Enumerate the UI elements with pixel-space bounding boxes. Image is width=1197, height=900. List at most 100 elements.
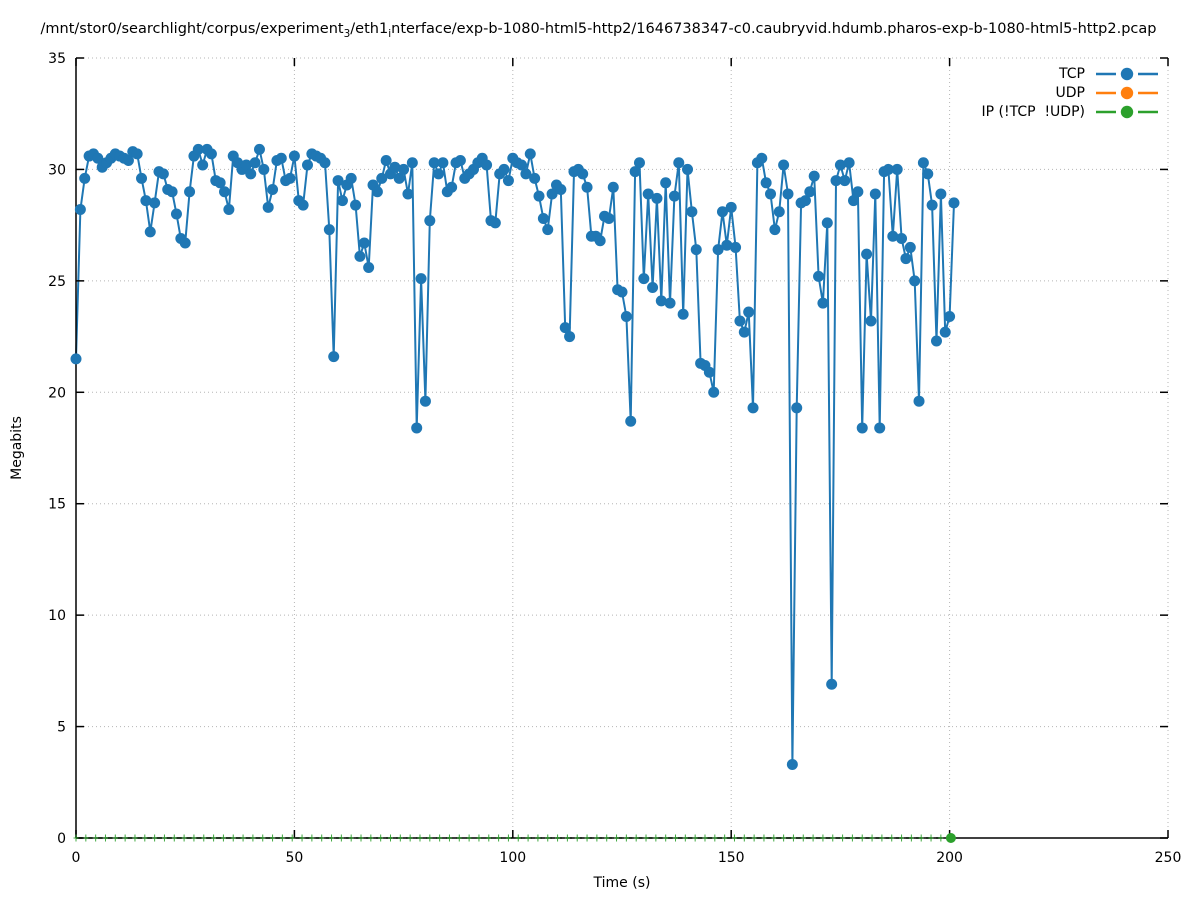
tcp-data-point — [913, 395, 925, 407]
ip-data-marker — [270, 834, 276, 842]
tcp-data-point — [756, 152, 768, 164]
ip-data-marker — [496, 834, 502, 842]
ip-data-marker — [329, 834, 335, 842]
tcp-data-point — [734, 315, 746, 327]
ip-data-marker — [368, 834, 374, 842]
tcp-data-point — [708, 386, 720, 398]
tcp-data-point — [363, 261, 375, 273]
ip-data-marker — [840, 834, 846, 842]
ip-data-marker — [427, 834, 433, 842]
tcp-data-point — [149, 197, 161, 209]
tcp-data-point — [891, 163, 903, 175]
ip-data-marker — [152, 834, 158, 842]
tcp-data-point — [433, 168, 445, 180]
ip-data-marker — [515, 834, 521, 842]
ip-data-marker — [722, 834, 728, 842]
ip-data-marker — [201, 834, 207, 842]
tcp-data-point — [419, 395, 431, 407]
y-tick-label: 0 — [57, 831, 66, 847]
tcp-data-point — [393, 172, 405, 184]
tcp-data-point — [896, 233, 908, 245]
tcp-data-point — [144, 226, 156, 238]
ip-data-marker — [564, 834, 570, 842]
ip-data-marker — [555, 834, 561, 842]
ip-data-marker — [800, 834, 806, 842]
tcp-data-point — [944, 311, 956, 323]
x-axis-label: Time (s) — [593, 875, 651, 891]
tcp-data-point — [730, 241, 742, 253]
tcp-data-point — [516, 159, 528, 171]
tcp-data-point — [782, 188, 794, 200]
tcp-data-point — [354, 250, 366, 262]
tcp-data-point — [686, 206, 698, 218]
tcp-data-point — [743, 306, 755, 318]
tcp-data-point — [529, 172, 541, 184]
legend-label-udp: UDP — [1055, 84, 1085, 101]
ip-data-marker — [289, 834, 295, 842]
tcp-data-point — [677, 308, 689, 320]
ip-data-marker — [161, 834, 167, 842]
ip-data-marker — [348, 834, 354, 842]
tcp-data-point — [948, 197, 960, 209]
y-tick-label: 20 — [48, 385, 66, 401]
ip-data-marker — [505, 834, 511, 842]
tcp-data-point — [197, 159, 209, 171]
ip-data-marker — [446, 834, 452, 842]
legend-row-tcp: TCP — [982, 64, 1161, 83]
title-text-suffix: nterface/exp-b-1080-html5-http2/16467383… — [391, 21, 1157, 37]
tcp-data-point — [738, 326, 750, 338]
ip-data-marker — [476, 834, 482, 842]
legend: TCP UDP IP (!TCP !UDP) — [982, 64, 1161, 121]
tcp-data-point — [170, 208, 182, 220]
ip-data-marker — [879, 834, 885, 842]
ip-data-marker — [820, 834, 826, 842]
tcp-data-point — [92, 152, 104, 164]
ip-data-marker — [751, 834, 757, 842]
tcp-data-point — [489, 217, 501, 229]
ip-data-marker — [692, 834, 698, 842]
tcp-data-point — [769, 224, 781, 236]
ip-data-marker — [673, 834, 679, 842]
ip-data-marker — [220, 834, 226, 842]
tcp-data-point — [887, 230, 899, 242]
title-text-mid: /eth1 — [350, 21, 389, 37]
legend-row-udp: UDP — [982, 83, 1161, 102]
tcp-data-point — [712, 244, 724, 256]
ip-data-marker — [338, 834, 344, 842]
tcp-data-point — [275, 152, 287, 164]
ip-end-point — [945, 833, 956, 843]
legend-label-ip: IP (!TCP !UDP) — [981, 103, 1086, 120]
tcp-data-point — [79, 172, 91, 184]
ip-data-marker — [604, 834, 610, 842]
ip-data-marker — [309, 834, 315, 842]
tcp-data-point — [813, 270, 825, 282]
ip-data-marker — [899, 834, 905, 842]
tcp-data-point — [288, 150, 300, 162]
tcp-data-point — [922, 168, 934, 180]
x-tick-label: 200 — [936, 850, 963, 866]
tcp-data-point — [323, 224, 335, 236]
tcp-data-point — [647, 282, 659, 294]
tcp-data-point — [122, 155, 134, 167]
tcp-data-point — [258, 163, 270, 175]
tcp-data-point — [502, 175, 514, 187]
tcp-data-point — [804, 186, 816, 198]
tcp-data-point — [555, 183, 567, 195]
tcp-data-point — [834, 159, 846, 171]
tcp-data-point — [136, 172, 148, 184]
ip-data-marker — [781, 834, 787, 842]
y-tick-label: 30 — [48, 162, 66, 178]
y-tick-label: 5 — [57, 720, 66, 736]
tcp-data-point — [625, 415, 637, 427]
tcp-data-point — [302, 159, 314, 171]
legend-sample-ip-icon — [1096, 105, 1158, 118]
tcp-data-point — [791, 402, 803, 414]
ip-data-marker — [869, 834, 875, 842]
tcp-data-point — [821, 217, 833, 229]
ip-data-marker — [240, 834, 246, 842]
ip-data-marker — [545, 834, 551, 842]
ip-data-marker — [712, 834, 718, 842]
ip-data-marker — [486, 834, 492, 842]
tcp-data-point — [223, 204, 235, 216]
x-tick-label: 0 — [72, 850, 81, 866]
